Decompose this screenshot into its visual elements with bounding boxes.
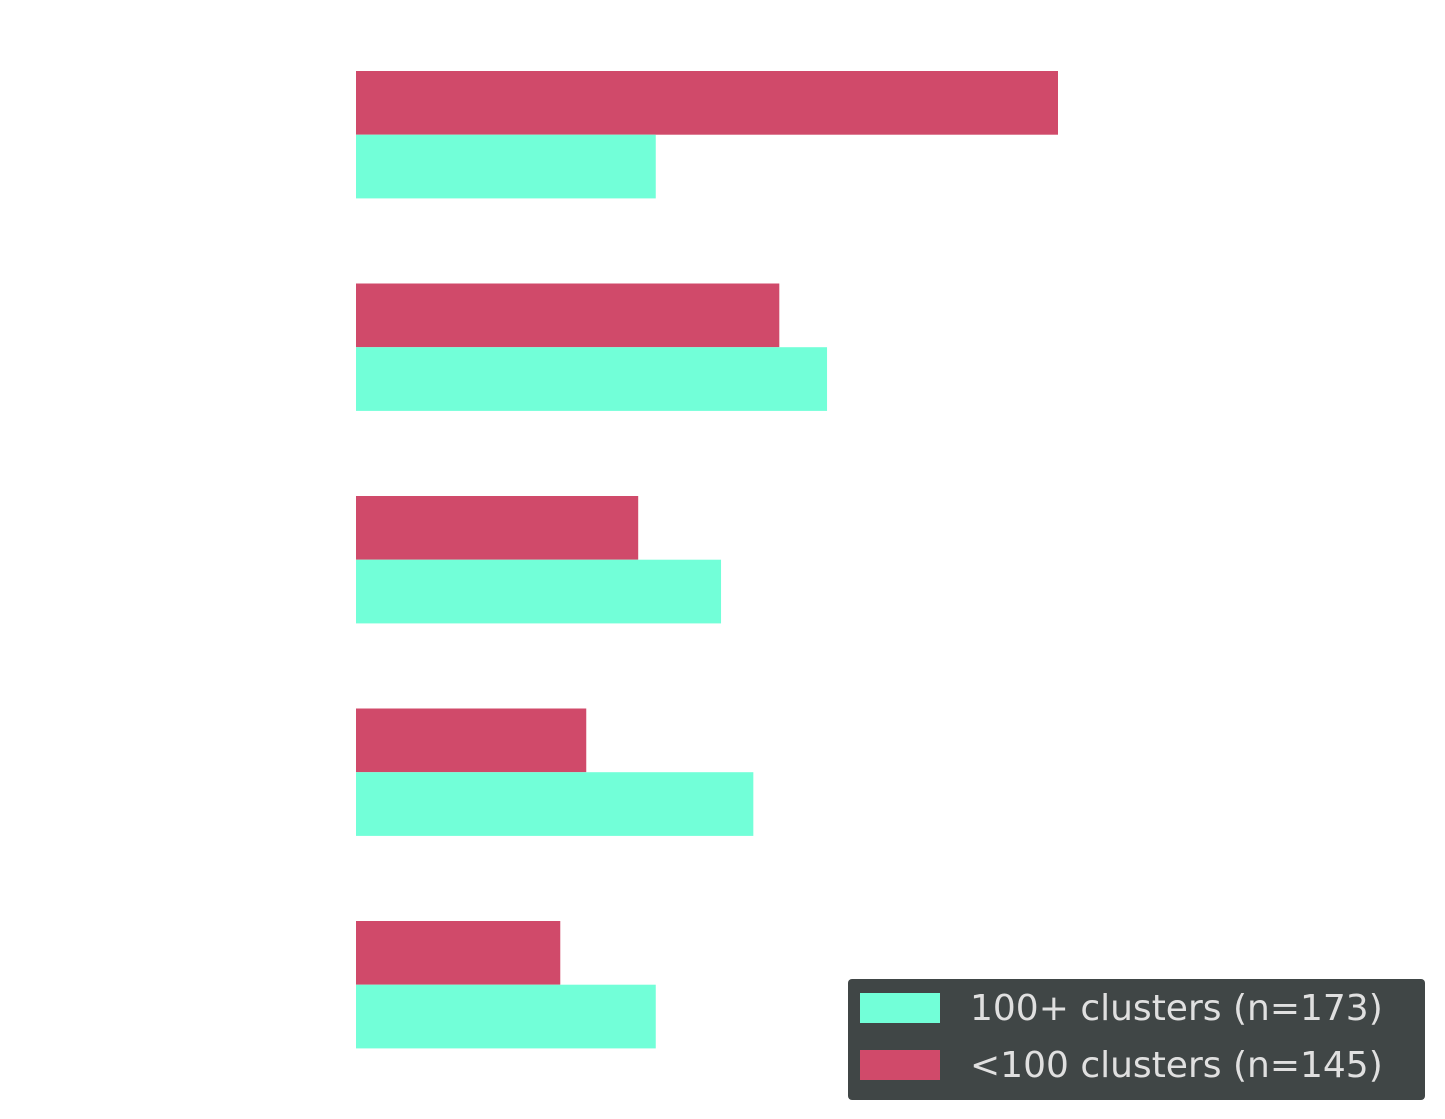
legend-label-100plus: 100+ clusters (n=173) [970, 987, 1383, 1029]
bar-100plus-1 [356, 347, 828, 411]
legend-swatch-under100 [860, 1050, 940, 1080]
bar-100plus-3 [356, 772, 754, 836]
legend-item-under100: <100 clusters (n=145) [860, 1044, 1383, 1086]
legend-swatch-100plus [860, 993, 940, 1023]
legend-item-100plus: 100+ clusters (n=173) [860, 987, 1383, 1029]
legend-label-under100: <100 clusters (n=145) [970, 1044, 1383, 1086]
legend: 100+ clusters (n=173) <100 clusters (n=1… [848, 979, 1425, 1100]
bar-under100-4 [356, 921, 561, 985]
bar-under100-3 [356, 708, 587, 773]
bar-under100-0 [356, 71, 1058, 135]
bar-under100-2 [356, 496, 639, 560]
bar-under100-1 [356, 283, 780, 348]
bar-100plus-4 [356, 984, 656, 1049]
bar-100plus-0 [356, 134, 656, 199]
bar-100plus-2 [356, 559, 722, 624]
